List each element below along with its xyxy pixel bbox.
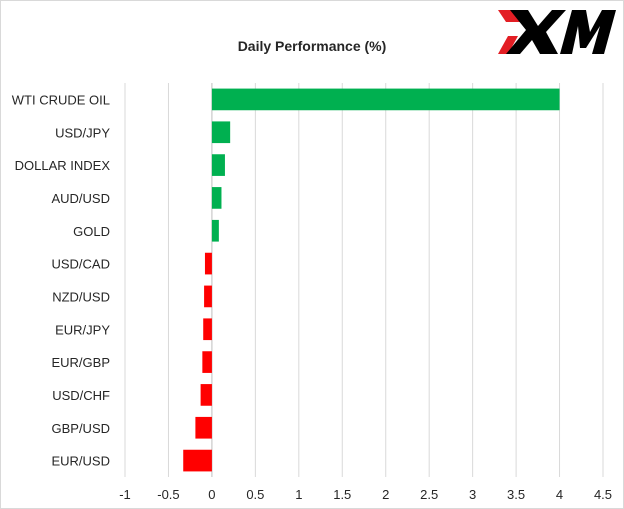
category-label: EUR/GBP [51, 355, 110, 370]
x-tick-label: 4.5 [594, 487, 612, 502]
bar [183, 449, 212, 472]
category-label: AUD/USD [51, 191, 110, 206]
category-label: NZD/USD [52, 289, 110, 304]
chart-title: Daily Performance (%) [238, 38, 387, 54]
bar [211, 187, 222, 209]
x-tick-label: -1 [119, 487, 131, 502]
x-tick-label: 2.5 [420, 487, 438, 502]
bar [204, 252, 212, 275]
bar [203, 318, 212, 341]
bar [204, 285, 212, 308]
category-label: DOLLAR INDEX [15, 158, 111, 173]
category-label: EUR/JPY [55, 322, 110, 337]
category-label: GOLD [73, 224, 110, 239]
category-label: EUR/USD [51, 454, 110, 469]
bar [211, 219, 219, 242]
x-tick-label: 1.5 [333, 487, 351, 502]
x-tick-label: 1 [295, 487, 302, 502]
x-tick-label: 3 [469, 487, 476, 502]
xm-logo [498, 10, 616, 54]
x-tick-label: 3.5 [507, 487, 525, 502]
category-label: WTI CRUDE OIL [12, 92, 110, 107]
bar [195, 416, 212, 439]
category-label: GBP/USD [51, 421, 110, 436]
bar [200, 384, 212, 406]
category-label: USD/CHF [52, 388, 110, 403]
xm-logo-red-slash-bottom [498, 36, 518, 54]
x-tick-label: 0 [208, 487, 215, 502]
category-label: USD/CAD [51, 257, 110, 272]
bars [183, 88, 560, 472]
x-tick-label: -0.5 [157, 487, 179, 502]
xm-logo-x-main [506, 10, 566, 54]
x-tick-label: 0.5 [246, 487, 264, 502]
bar [211, 121, 231, 144]
category-labels: WTI CRUDE OIL USD/JPY DOLLAR INDEX AUD/USD G… [12, 92, 111, 468]
x-tick-label: 2 [382, 487, 389, 502]
bar [202, 351, 212, 373]
gridlines [124, 83, 604, 477]
bar [211, 154, 225, 176]
bar [211, 88, 560, 111]
category-label: USD/JPY [55, 125, 110, 140]
x-tick-label: 4 [556, 487, 563, 502]
x-tick-labels: -1 -0.5 0 0.5 1 1.5 2 2.5 3 3.5 4 4.5 [119, 487, 612, 502]
xm-logo-m [560, 10, 616, 54]
